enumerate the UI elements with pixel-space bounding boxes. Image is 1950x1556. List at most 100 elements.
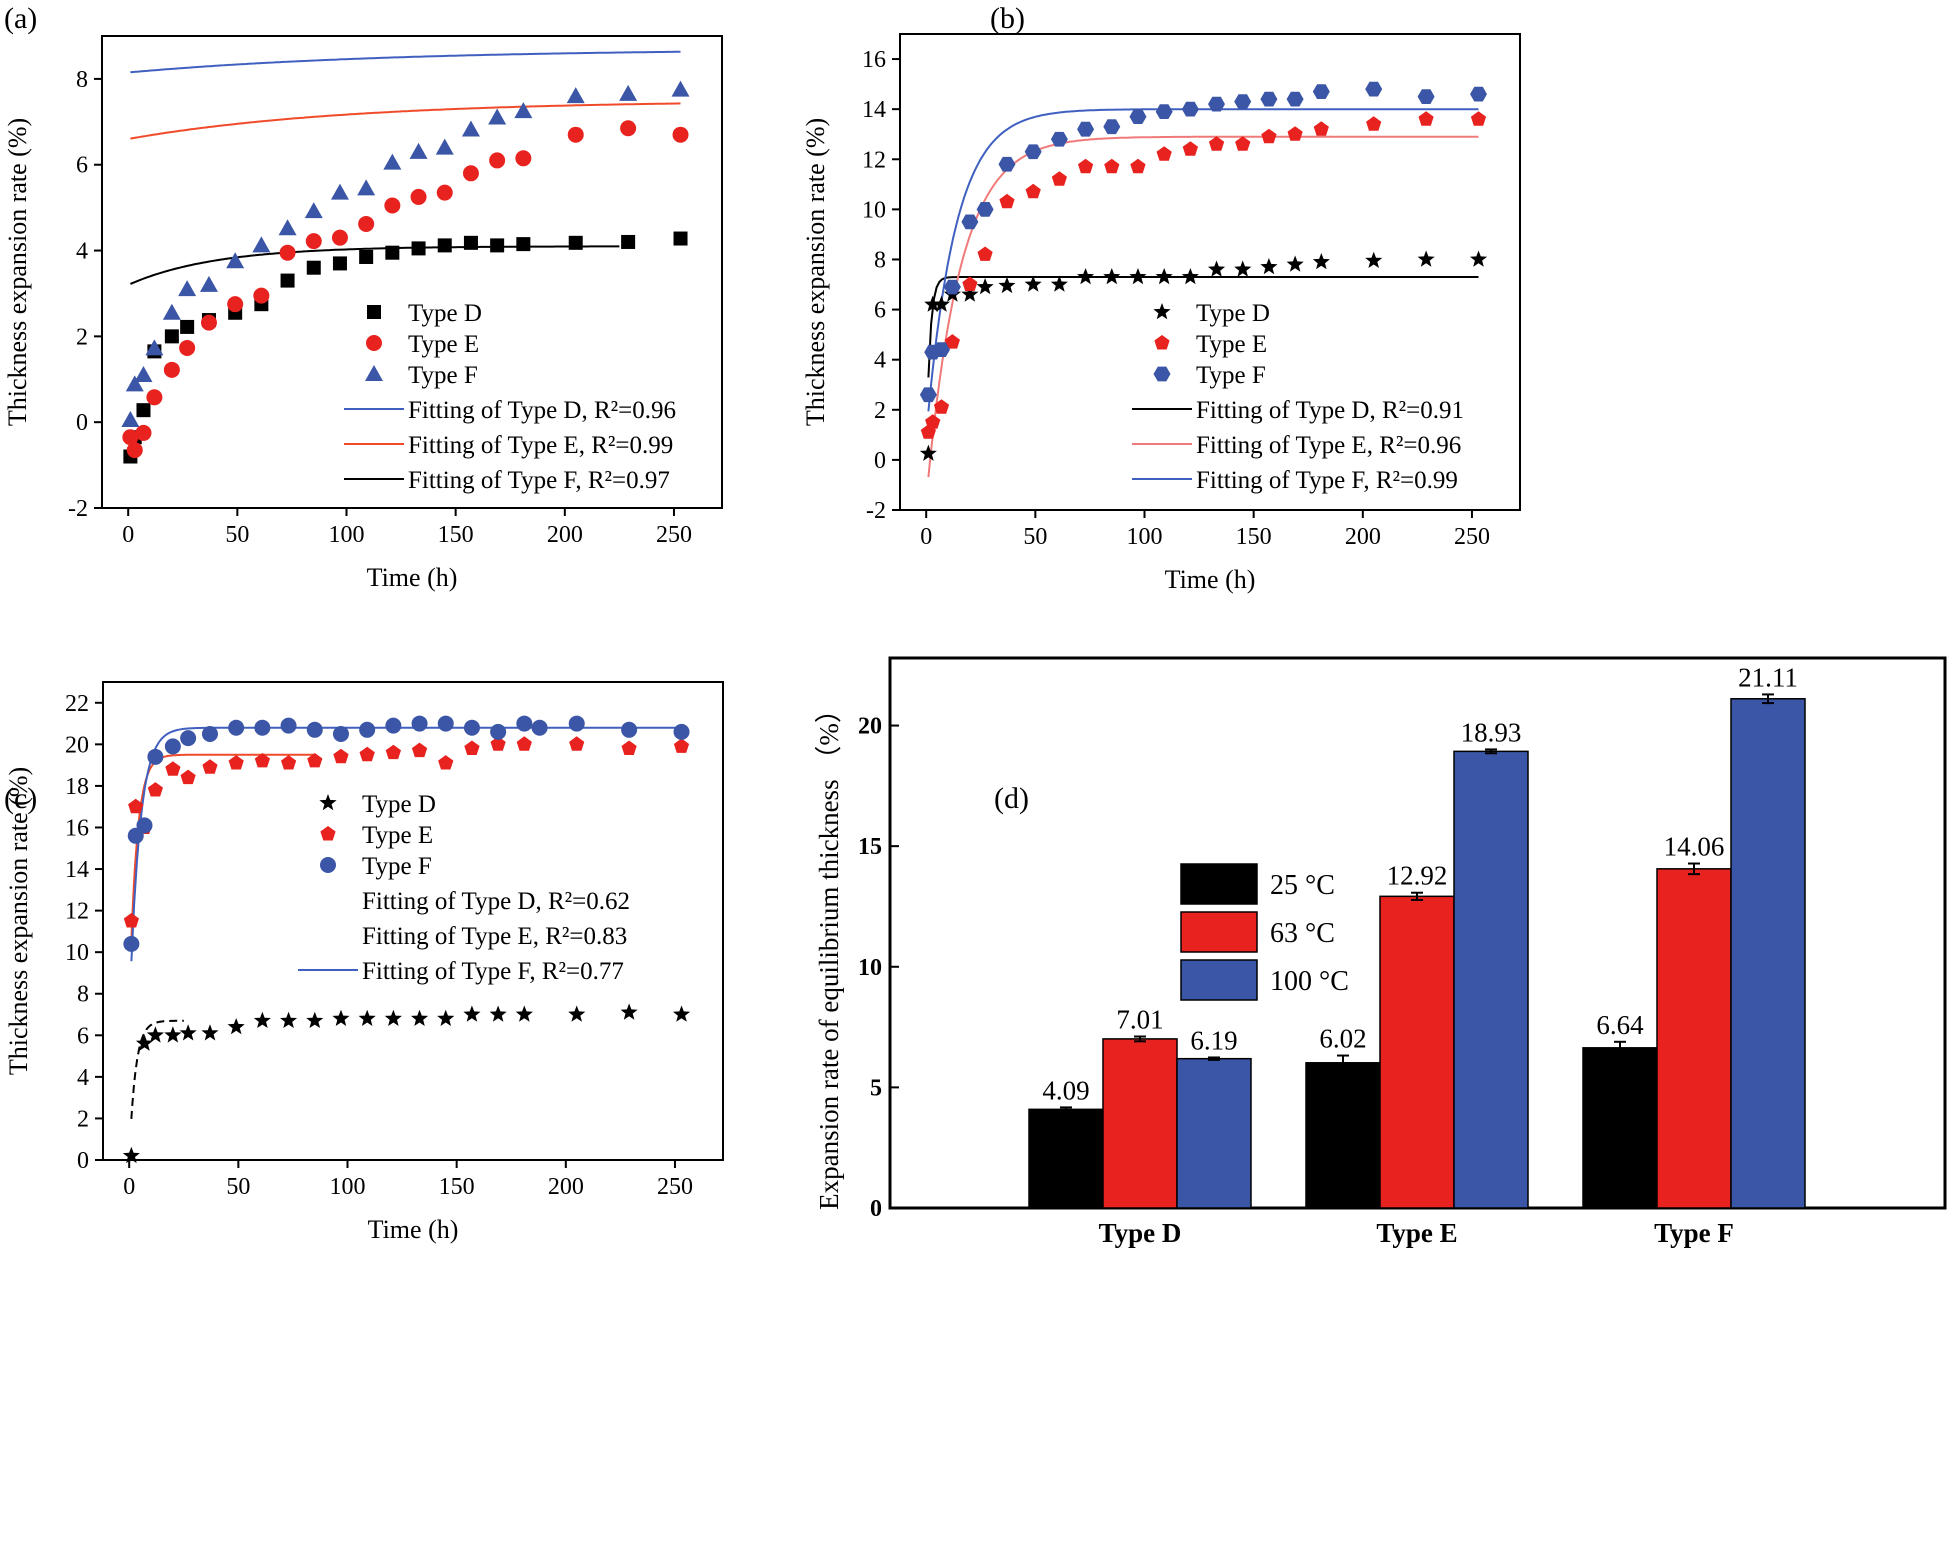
data-point-type-e bbox=[179, 339, 196, 356]
data-point-type-d bbox=[1050, 275, 1068, 292]
bar-type-e-1 bbox=[1379, 895, 1455, 1209]
legend-marker-1 bbox=[1154, 335, 1170, 350]
plot-frame bbox=[101, 35, 723, 509]
data-point-type-d bbox=[976, 278, 994, 295]
data-point-type-d bbox=[1129, 268, 1147, 285]
x-tick-label: 0 bbox=[920, 524, 932, 550]
data-point-type-d bbox=[136, 403, 151, 418]
legend-label: Type D bbox=[362, 791, 436, 818]
legend-marker-0 bbox=[1153, 303, 1171, 320]
x-tick-label: 250 bbox=[656, 522, 692, 548]
data-point-type-e bbox=[490, 736, 506, 751]
data-label: 6.19 bbox=[1190, 1025, 1237, 1055]
data-label: 4.09 bbox=[1042, 1075, 1089, 1105]
data-point-type-f bbox=[1181, 101, 1199, 117]
data-point-type-e bbox=[516, 736, 532, 751]
data-point-type-f bbox=[619, 84, 638, 101]
data-point-type-e bbox=[621, 740, 637, 755]
data-point-type-d bbox=[673, 231, 688, 246]
data-point-type-d bbox=[135, 1034, 153, 1051]
data-point-type-f bbox=[437, 715, 454, 732]
data-point-type-f bbox=[123, 935, 140, 952]
y-tick-label: 5 bbox=[870, 1075, 882, 1101]
data-point-type-d bbox=[1077, 268, 1095, 285]
data-point-type-d bbox=[253, 1011, 271, 1028]
data-point-type-d bbox=[1208, 260, 1226, 277]
data-point-type-f bbox=[147, 748, 164, 765]
data-point-type-f bbox=[671, 80, 690, 97]
data-point-type-d bbox=[201, 1024, 219, 1041]
data-point-type-e bbox=[944, 334, 960, 349]
data-point-type-d bbox=[146, 1026, 164, 1043]
legend-marker-1 bbox=[366, 335, 382, 351]
data-point-type-e bbox=[135, 424, 152, 441]
data-point-type-e bbox=[462, 165, 479, 182]
data-point-type-d bbox=[280, 273, 295, 288]
x-tick-label: 100 bbox=[329, 522, 365, 548]
data-point-type-e bbox=[202, 759, 218, 774]
data-point-type-f bbox=[1312, 84, 1330, 99]
fit-curve-0 bbox=[927, 276, 1479, 378]
data-point-type-d bbox=[179, 1024, 197, 1041]
data-point-type-d bbox=[180, 319, 195, 334]
data-point-type-f bbox=[385, 717, 402, 734]
y-tick-label: 12 bbox=[862, 147, 886, 173]
bar-type-e-2 bbox=[1453, 750, 1529, 1209]
legend-swatch-0 bbox=[1180, 863, 1258, 905]
legend-marker-2 bbox=[320, 857, 336, 873]
x-axis-label: Time (h) bbox=[1165, 565, 1256, 594]
legend-label: Type F bbox=[1196, 362, 1266, 389]
y-tick-label: 14 bbox=[65, 857, 89, 883]
y-tick-label: 12 bbox=[65, 899, 89, 925]
data-point-type-d bbox=[932, 295, 950, 312]
bar-type-d-2 bbox=[1176, 1057, 1252, 1209]
data-point-type-f bbox=[514, 102, 533, 119]
y-tick-label: 20 bbox=[858, 714, 882, 740]
data-point-type-f bbox=[1470, 86, 1487, 102]
fit-curve-1 bbox=[130, 753, 315, 940]
data-point-type-e bbox=[567, 126, 584, 143]
data-point-type-d bbox=[1103, 268, 1121, 285]
chart-panel-a: 0 50 100 150 200 250 -2 0 2 4 6 8 Time (h) Thickness … bbox=[3, 35, 723, 592]
x-axis-label: Time (h) bbox=[368, 1215, 459, 1244]
data-point-type-f bbox=[933, 342, 950, 357]
data-point-type-d bbox=[384, 1009, 402, 1026]
data-label: 7.01 bbox=[1116, 1004, 1163, 1034]
data-point-type-e bbox=[146, 389, 163, 406]
data-point-type-f bbox=[943, 279, 961, 295]
bar-type-e-0 bbox=[1305, 1062, 1381, 1209]
chart-panel-b: 0 50 100 150 200 250 -2 0 2 4 6 8 10 12 14 16 Time (h) Th… bbox=[801, 33, 1521, 594]
data-point-type-e bbox=[122, 429, 139, 446]
x-tick-label: 0 bbox=[122, 522, 134, 548]
x-tick-label: 150 bbox=[438, 522, 474, 548]
data-point-type-e bbox=[1156, 146, 1172, 161]
data-point-type-f bbox=[435, 138, 454, 155]
data-point-type-f bbox=[306, 721, 323, 738]
data-point-type-f bbox=[919, 387, 937, 403]
data-point-type-f bbox=[145, 339, 164, 356]
data-point-type-d bbox=[332, 1009, 350, 1026]
x-tick-label: Type E bbox=[1376, 1218, 1457, 1248]
data-point-type-f bbox=[568, 715, 585, 732]
data-point-type-e bbox=[962, 276, 978, 291]
bar-type-f-0 bbox=[1582, 1047, 1658, 1209]
data-point-type-d bbox=[306, 260, 321, 275]
data-point-type-f bbox=[228, 719, 245, 736]
data-point-type-e bbox=[1261, 128, 1277, 144]
data-point-type-e bbox=[359, 746, 375, 762]
y-tick-label: 2 bbox=[77, 1106, 89, 1132]
data-point-type-f bbox=[1103, 119, 1121, 135]
data-point-type-f bbox=[961, 214, 979, 230]
data-label: 12.92 bbox=[1387, 861, 1448, 891]
data-point-type-e bbox=[1235, 136, 1251, 151]
data-point-type-e bbox=[569, 736, 585, 751]
data-point-type-f bbox=[516, 715, 533, 732]
data-point-type-f bbox=[162, 303, 181, 320]
data-point-type-d bbox=[620, 1003, 638, 1020]
data-point-type-e bbox=[411, 742, 428, 758]
x-tick-label: 50 bbox=[225, 522, 249, 548]
y-tick-label: 20 bbox=[65, 732, 89, 758]
data-point-type-d bbox=[411, 241, 426, 256]
x-tick-label: 250 bbox=[1454, 524, 1490, 550]
